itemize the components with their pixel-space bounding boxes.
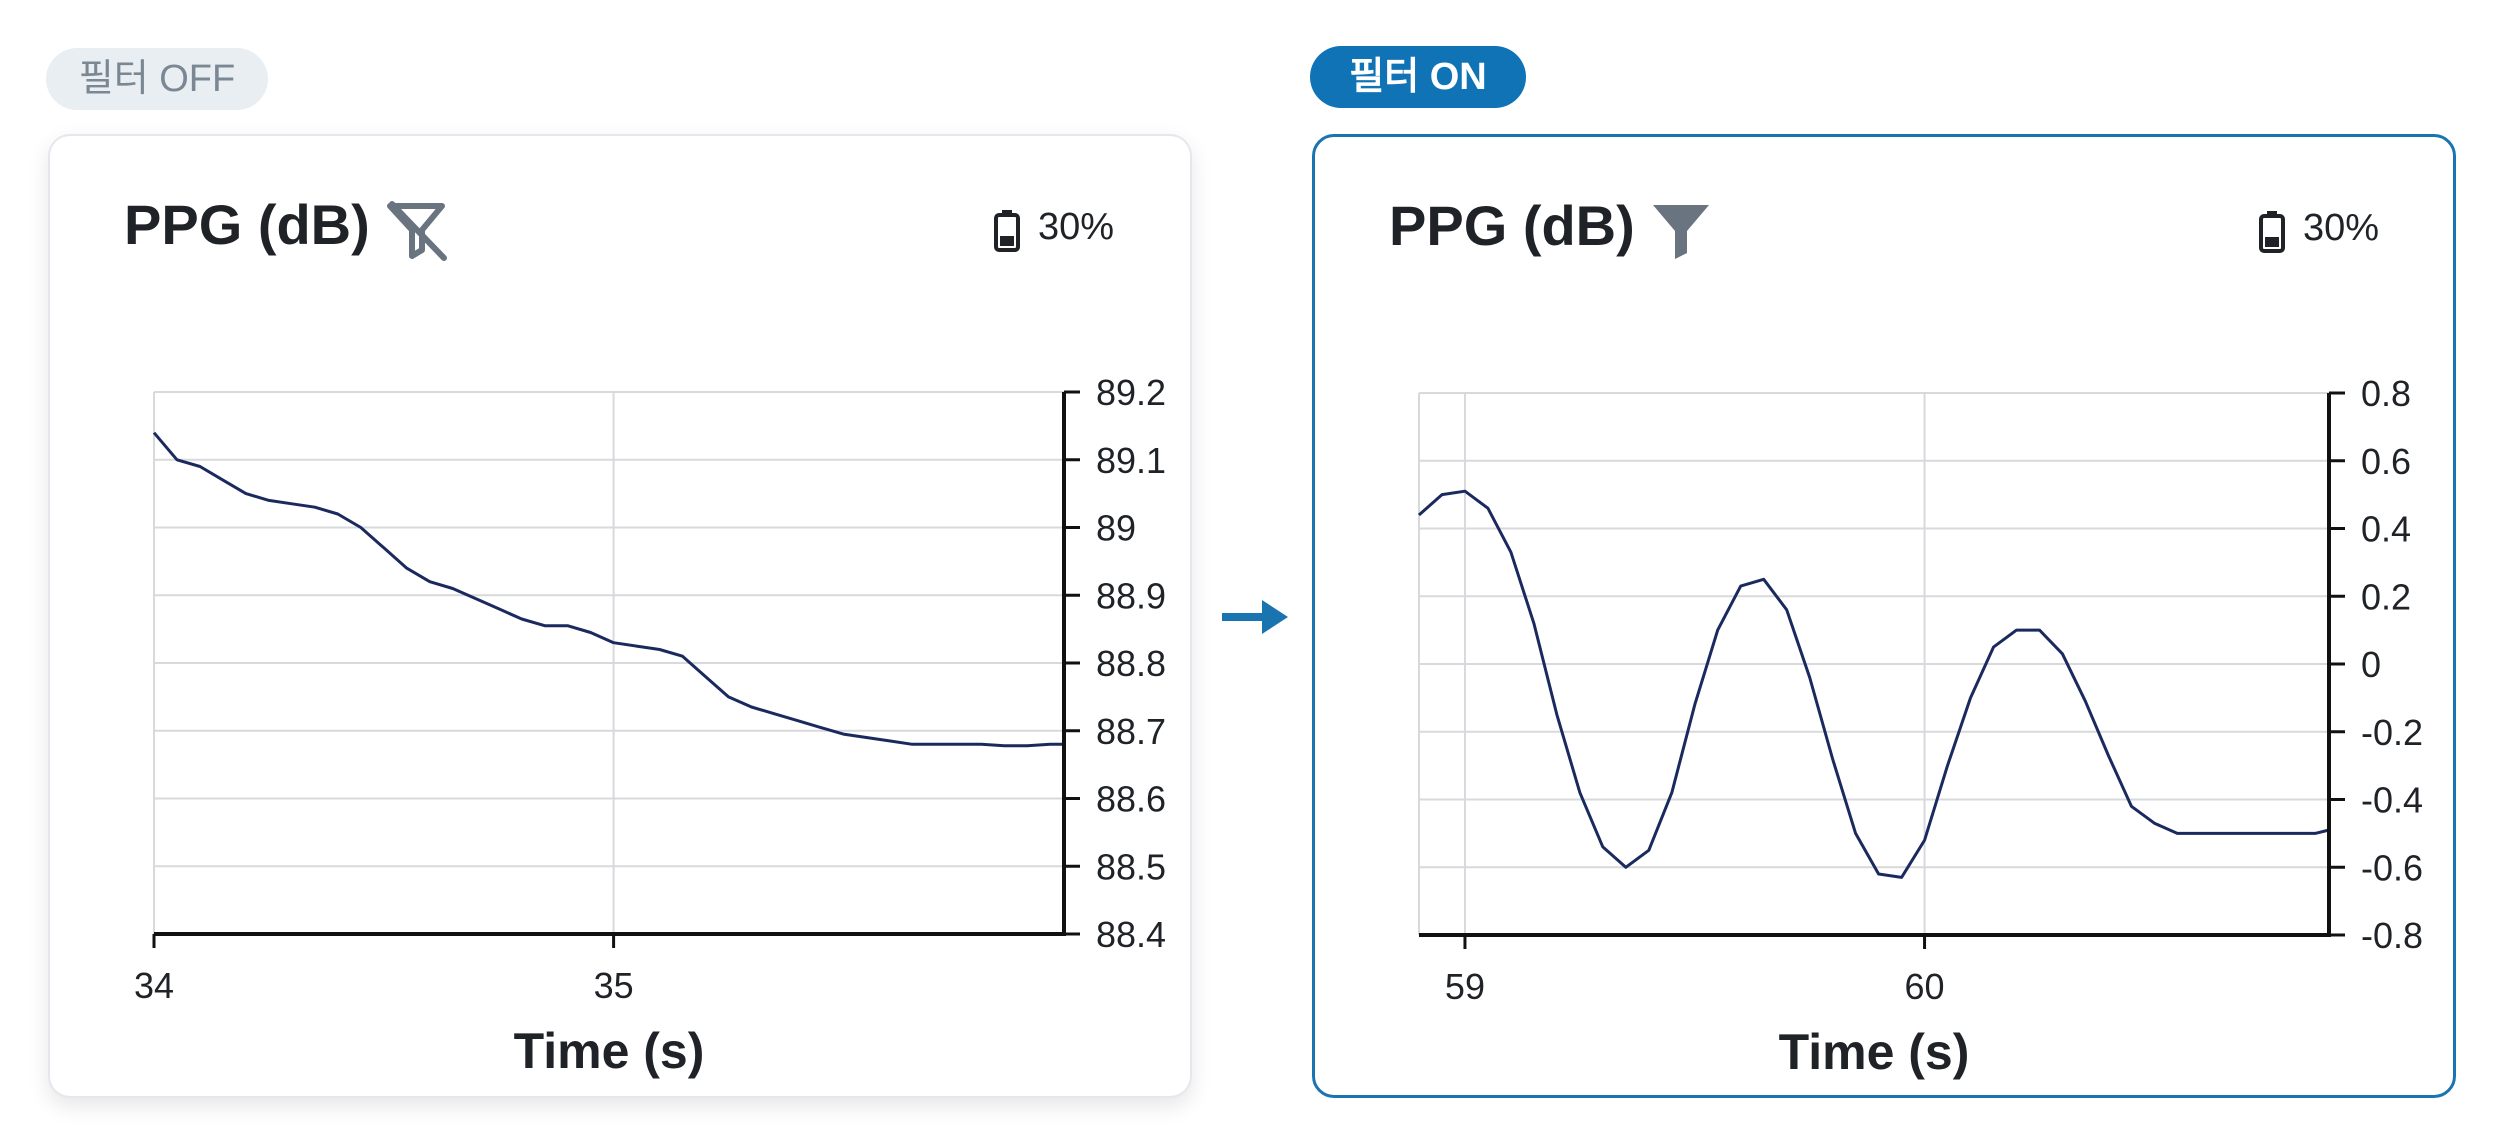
y-tick-label: 0.2 — [2361, 576, 2411, 617]
arrow-right-icon — [1222, 600, 1288, 634]
y-tick-label: 0 — [2361, 644, 2381, 685]
y-tick-label: 88.4 — [1096, 914, 1166, 955]
y-tick-label: -0.6 — [2361, 847, 2423, 888]
filter-off-badge: 필터 OFF — [46, 48, 268, 110]
y-tick-label: -0.4 — [2361, 780, 2423, 821]
chart-title: PPG (dB) — [1389, 194, 1635, 257]
x-axis-title: Time (s) — [1779, 1024, 1970, 1080]
y-tick-label: 88.7 — [1096, 711, 1166, 752]
series-line — [1418, 489, 2330, 879]
chart-card-filter-off: PPG (dB) 30% 89.2 89.1 89 88.9 88.8 88.7 88.6 8… — [48, 134, 1192, 1098]
y-tick-label: 89.1 — [1096, 440, 1166, 481]
filter-off-icon[interactable] — [384, 198, 448, 262]
filter-icon[interactable] — [1649, 199, 1713, 263]
ppg-chart-filter-off: 89.2 89.1 89 88.9 88.8 88.7 88.6 88.5 88.4 34 35 Ti… — [134, 372, 1166, 1079]
y-tick-label: 88.9 — [1096, 575, 1166, 616]
y-tick-label: 0.4 — [2361, 509, 2411, 550]
x-tick-label: 35 — [594, 965, 634, 1006]
battery-level: 30% — [1038, 206, 1115, 248]
x-axis-title: Time (s) — [514, 1023, 705, 1079]
y-tick-label: 0.8 — [2361, 373, 2411, 414]
filter-on-badge: 필터 ON — [1310, 46, 1526, 108]
ppg-chart-filter-on: 0.8 0.6 0.4 0.2 0 -0.2 -0.4 -0.6 -0.8 59 60 Time (s… — [1418, 373, 2423, 1080]
chart-title: PPG (dB) — [124, 193, 370, 256]
x-tick-label: 60 — [1905, 966, 1945, 1007]
x-tick-label: 34 — [134, 965, 174, 1006]
battery-icon — [994, 210, 1020, 252]
y-tick-label: 89.2 — [1096, 372, 1166, 413]
y-tick-label: -0.8 — [2361, 915, 2423, 956]
y-tick-label: -0.2 — [2361, 712, 2423, 753]
x-tick-label: 59 — [1445, 966, 1485, 1007]
y-tick-label: 88.8 — [1096, 643, 1166, 684]
series-line — [152, 431, 1064, 748]
y-tick-label: 89 — [1096, 508, 1136, 549]
y-tick-label: 88.5 — [1096, 846, 1166, 887]
battery-level: 30% — [2303, 207, 2380, 249]
y-tick-label: 88.6 — [1096, 779, 1166, 820]
y-tick-label: 0.6 — [2361, 441, 2411, 482]
battery-icon — [2259, 211, 2285, 253]
chart-card-filter-on: PPG (dB) 30% 0.8 0.6 0.4 0.2 0 -0.2 -0.4 -0.6 -0… — [1312, 134, 2456, 1098]
